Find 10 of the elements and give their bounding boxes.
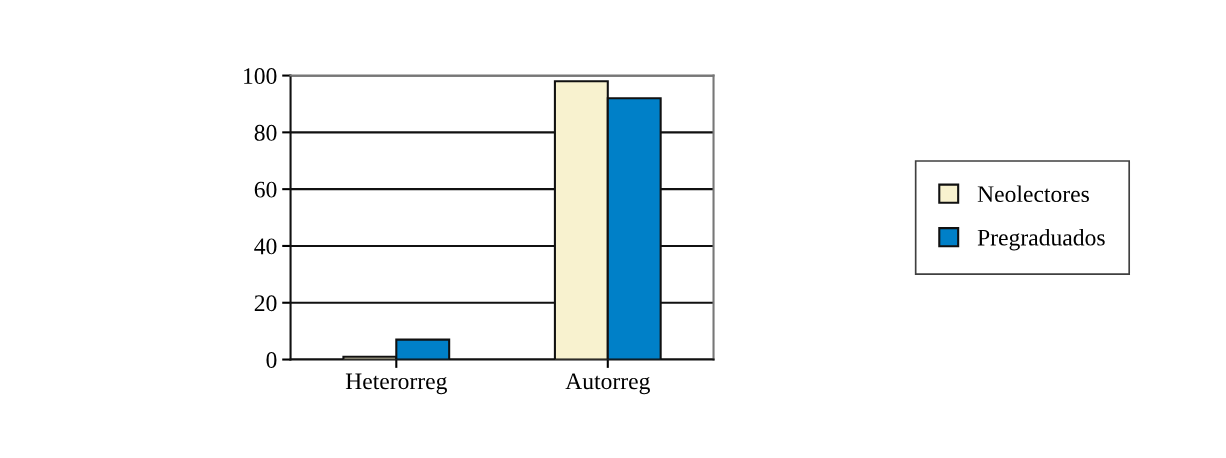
- y-tick-label: 0: [266, 352, 277, 368]
- y-tick-label: 20: [254, 295, 277, 312]
- x-tick-label: Heterorreg: [345, 373, 447, 395]
- legend-label: Pregraduados: [977, 228, 1105, 251]
- x-tick-label: Autorreg: [565, 373, 650, 395]
- y-tick-label: 100: [244, 68, 277, 84]
- y-tick-label: 80: [254, 124, 277, 141]
- y-tick-label: 40: [254, 238, 277, 255]
- y-tick-label: 60: [254, 181, 277, 198]
- legend-label: Neolectores: [977, 185, 1089, 203]
